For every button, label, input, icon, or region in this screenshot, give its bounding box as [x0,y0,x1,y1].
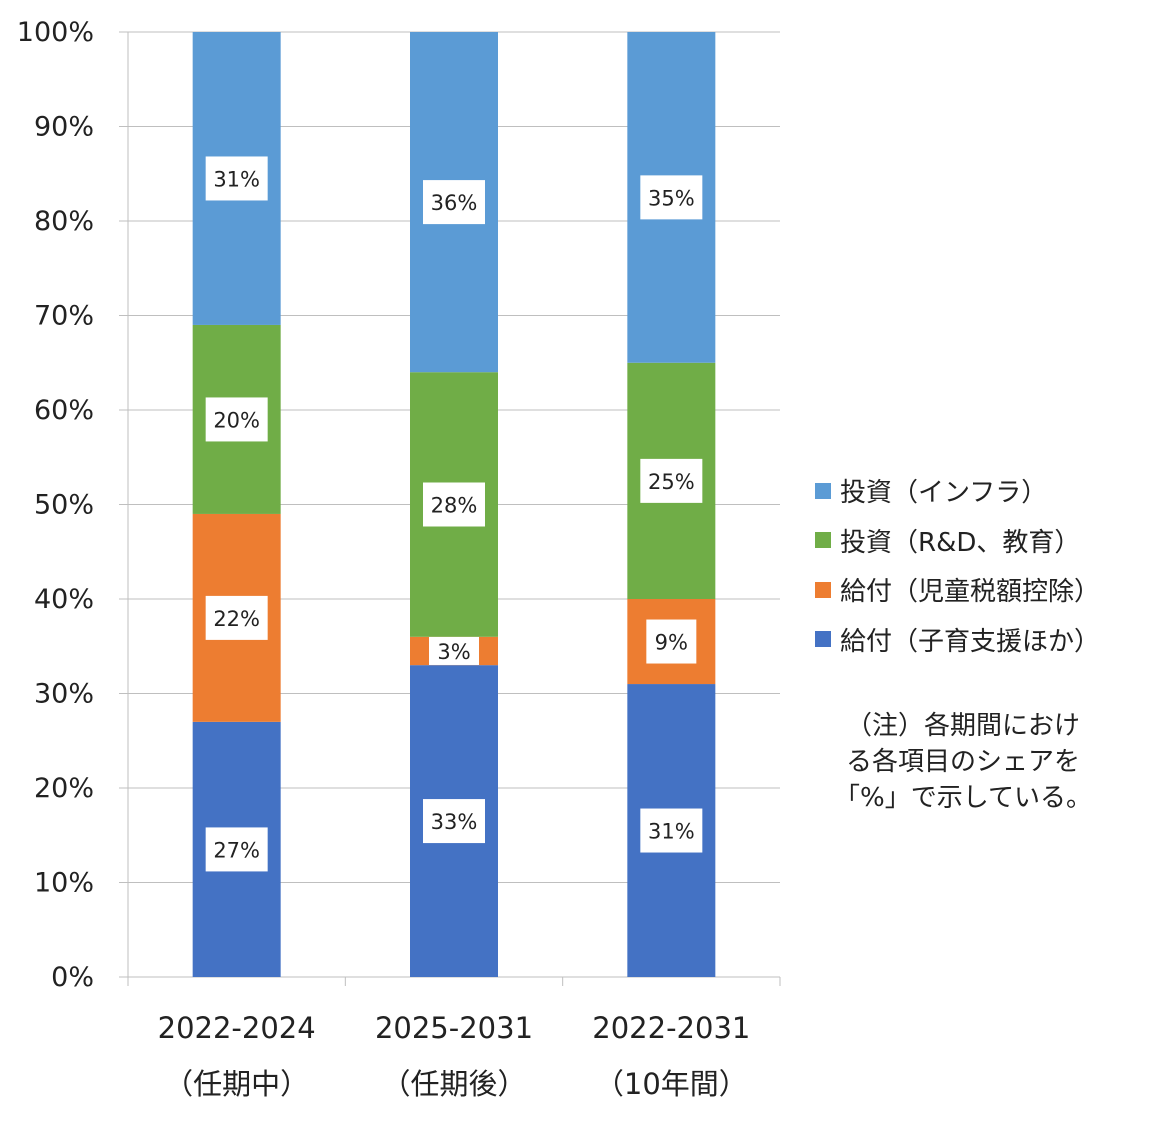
legend-item: 給付（児童税額控除） [815,565,1145,615]
y-tick-label: 70% [34,301,94,332]
data-label-box [205,827,268,872]
data-label: 31% [648,820,695,844]
legend-item: 投資（インフラ） [815,466,1145,516]
x-category-label: 2022-2024 [158,1011,316,1045]
data-label: 28% [431,494,478,518]
data-label: 3% [437,640,470,664]
x-category-sublabel: （10年間） [595,1067,748,1101]
data-label: 33% [431,810,478,834]
y-tick-label: 40% [34,584,94,615]
data-label: 36% [431,191,478,215]
x-category-label: 2022-2031 [592,1011,750,1045]
data-label: 9% [655,631,688,655]
legend-swatch [815,532,831,549]
data-label-box [205,397,268,442]
legend-swatch [815,482,831,499]
data-label: 22% [213,607,260,631]
y-tick-label: 30% [34,679,94,710]
y-tick-label: 10% [34,868,94,899]
data-label-box [205,595,268,640]
y-tick-label: 50% [34,490,94,521]
legend-label: 給付（子育支援ほか） [840,626,1101,657]
y-axis-tick-labels: 0% 10% 20% 30% 40% 50% 60% 70% 80% 90% 100% [17,17,94,993]
chart-note: （注）各期間におけ る各項目のシェアを 「%」で示している。 [834,711,1092,813]
data-label-box [429,636,479,665]
data-label-box [640,458,703,503]
data-label: 20% [213,408,260,432]
legend-label: 投資（インフラ） [840,478,1048,509]
legend-swatch [815,631,831,648]
data-label-box [423,799,485,844]
data-label: 25% [648,470,695,494]
data-label-box [646,619,697,664]
legend-label: 給付（児童税額控除） [840,577,1101,608]
y-tick-label: 100% [17,17,94,48]
y-tick-label: 0% [51,962,94,993]
legend-item: 投資（R&D、教育） [815,516,1145,566]
x-axis-category-labels: 2022-2024 （任期中） 2025-2031 （任期後） 2022-2031 （10… [158,1011,751,1101]
data-label-box [640,175,703,220]
data-labels: 27% 22% 20% 31% 33% 3% 28% 36% 31% 9% 25% 35% [205,156,703,872]
data-label: 35% [648,186,695,210]
y-tick-label: 80% [34,206,94,237]
data-label-box [640,808,703,853]
x-category-sublabel: （任期中） [164,1067,309,1101]
legend: 投資（インフラ） 投資（R&D、教育） 給付（児童税額控除） 給付（子育支援ほか） [815,466,1145,664]
legend-item: 給付（子育支援ほか） [815,615,1145,665]
y-tick-label: 20% [34,773,94,804]
y-tick-label: 60% [34,395,94,426]
data-label-box [423,180,485,225]
data-label: 31% [213,167,260,191]
legend-swatch [815,581,831,598]
legend-label: 投資（R&D、教育） [840,527,1081,558]
y-tick-label: 90% [34,112,94,143]
data-label: 27% [213,838,260,862]
x-category-label: 2025-2031 [375,1011,533,1045]
x-category-sublabel: （任期後） [381,1067,526,1101]
data-label-box [423,482,485,527]
data-label-box [205,156,268,201]
